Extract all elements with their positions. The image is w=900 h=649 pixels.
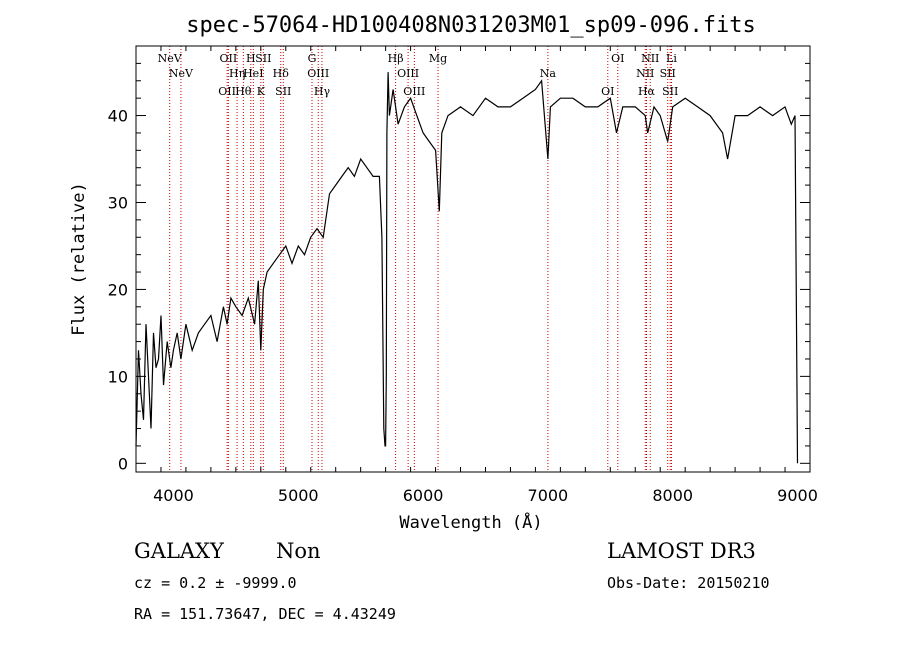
y-axis-label: Flux (relative): [69, 182, 89, 336]
x-tick-label: 4000: [153, 486, 194, 505]
line-marker-label: OI: [601, 85, 614, 98]
line-markers: [169, 46, 672, 472]
survey-name: LAMOST DR3: [607, 539, 756, 563]
line-marker-label: SII: [255, 52, 271, 65]
x-tick-label: 9000: [777, 486, 818, 505]
line-marker-label: OII: [220, 52, 238, 65]
object-class: GALAXY: [134, 539, 225, 563]
line-marker-label: SII: [275, 85, 291, 98]
chart-title: spec-57064-HD100408N031203M01_sp09-096.f…: [186, 13, 756, 38]
x-tick-label: 7000: [528, 486, 569, 505]
x-tick-label: 8000: [652, 486, 693, 505]
line-marker-label: OIII: [403, 85, 425, 98]
line-marker-label: G: [308, 52, 317, 65]
line-marker-label: NII: [636, 67, 654, 80]
line-marker-label: NeV: [158, 52, 183, 65]
line-marker-label: K: [257, 85, 266, 98]
line-marker-label: Hβ: [388, 52, 404, 65]
line-marker-label: NeV: [169, 67, 194, 80]
y-tick-label: 30: [108, 193, 128, 212]
x-axis: 4000 5000 6000 7000 8000 9000: [153, 46, 818, 505]
y-tick-label: 10: [108, 367, 128, 386]
x-tick-label: 5000: [278, 486, 319, 505]
line-marker-label: Mg: [429, 52, 447, 65]
line-marker-label: Na: [540, 67, 557, 80]
x-axis-label: Wavelength (Å): [399, 511, 542, 533]
line-marker-labels: NeVNeVOIIOIIHηHθHHeIKSIIHδSIIGOIIIHγHβOI…: [158, 52, 679, 98]
ra-dec-coordinates: RA = 151.73647, DEC = 4.43249: [134, 605, 396, 623]
line-marker-label: OIII: [307, 67, 329, 80]
line-marker-label: SII: [662, 85, 678, 98]
line-marker-label: Hα: [638, 85, 656, 98]
line-marker-label: OII: [218, 85, 236, 98]
y-axis: 0 10 20 30 40: [108, 62, 810, 473]
y-tick-label: 0: [118, 454, 128, 473]
line-marker-label: SII: [660, 67, 676, 80]
observation-date: Obs-Date: 20150210: [607, 574, 770, 592]
spectrum-line: [135, 72, 799, 464]
redshift-cz: cz = 0.2 ± -9999.0: [134, 574, 297, 592]
line-marker-label: HeI: [243, 67, 263, 80]
line-marker-label: Hγ: [314, 85, 331, 98]
line-marker-label: Hη: [229, 67, 245, 80]
line-marker-label: OIII: [397, 67, 419, 80]
line-marker-label: H: [246, 52, 256, 65]
line-marker-label: Hδ: [273, 67, 290, 80]
y-tick-label: 20: [108, 280, 128, 299]
x-tick-label: 6000: [403, 486, 444, 505]
spectrum-series: [135, 72, 799, 464]
line-marker-label: Li: [666, 52, 677, 65]
object-subclass: Non: [276, 539, 321, 563]
y-tick-label: 40: [108, 107, 128, 126]
line-marker-label: NII: [641, 52, 659, 65]
line-marker-label: OI: [611, 52, 624, 65]
plot-frame: [135, 45, 811, 473]
line-marker-label: Hθ: [235, 85, 252, 98]
